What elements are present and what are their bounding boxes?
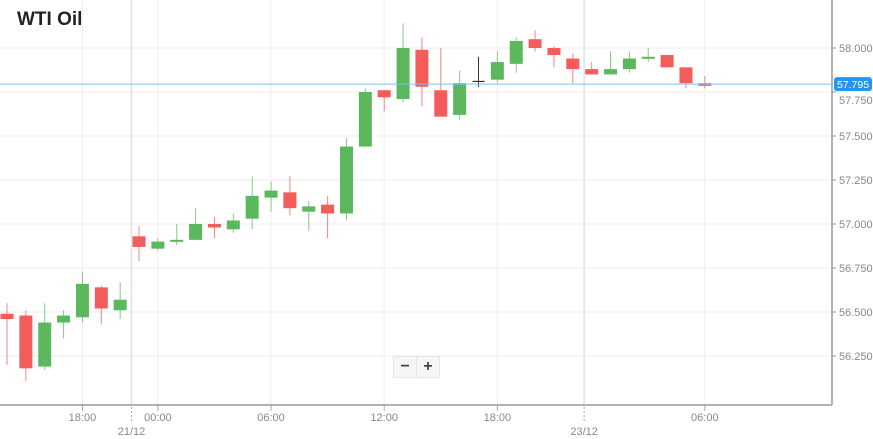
current-price-badge (834, 77, 872, 92)
candle (396, 23, 410, 103)
candle (245, 176, 259, 230)
candle-body (396, 48, 410, 100)
candle-body (339, 146, 353, 214)
candle-body (566, 58, 580, 70)
y-tick-label: 58.000 (839, 43, 873, 55)
candle-body (547, 48, 561, 56)
candle-body (528, 39, 542, 48)
candle-body (113, 299, 127, 311)
candle-body (660, 55, 674, 68)
x-tick-label: 06:00 (257, 412, 285, 424)
y-tick-label: 57.500 (839, 131, 873, 143)
candle (509, 37, 523, 73)
y-tick-label: 56.750 (839, 263, 873, 275)
y-tick-label: 57.750 (839, 95, 873, 107)
zoom-in-button[interactable]: + (416, 357, 439, 377)
candle-body (377, 90, 391, 98)
candle-body (19, 315, 33, 369)
candle (472, 56, 485, 87)
candle-body (189, 224, 203, 240)
candle (264, 181, 278, 212)
candle (528, 30, 542, 52)
candle (585, 62, 599, 75)
x-tick-label: 18:00 (69, 412, 97, 424)
candle-body (38, 322, 52, 367)
candle-body (415, 49, 429, 87)
candle (660, 55, 674, 68)
candle (57, 310, 71, 339)
candle (377, 90, 391, 112)
candle-body (94, 287, 108, 309)
candle (547, 46, 561, 68)
candle-body (321, 204, 335, 214)
candle (302, 201, 316, 232)
x-tick-label: 12:00 (370, 412, 398, 424)
candle-body (679, 67, 693, 84)
candle-body (585, 69, 599, 75)
candle-body (207, 224, 221, 228)
candle-body (434, 90, 448, 117)
y-tick-label: 56.500 (839, 307, 873, 319)
candle (453, 70, 467, 121)
candle (113, 282, 127, 320)
candle (132, 225, 146, 261)
x-tick-label: 00:00 (144, 412, 172, 424)
y-tick-label: 57.000 (839, 219, 873, 231)
candle (698, 76, 712, 89)
candle (170, 224, 184, 246)
candle (339, 137, 353, 221)
candle (641, 48, 655, 63)
candle (321, 195, 335, 239)
candle (566, 53, 580, 84)
candle-body (453, 83, 467, 115)
candle (75, 271, 89, 323)
candle (679, 67, 693, 89)
candle-body (302, 206, 316, 212)
chart-title: WTI Oil (17, 9, 83, 30)
candle (622, 51, 636, 73)
candle-body (170, 239, 184, 242)
candle-body (490, 62, 504, 80)
candle-body (151, 241, 165, 249)
candle-body (132, 236, 146, 247)
candle-body (226, 220, 240, 230)
x-tick-label: 18:00 (484, 412, 512, 424)
candle-body (641, 56, 655, 59)
candle-body (75, 283, 89, 318)
candle-body (622, 58, 636, 70)
candle-body (264, 190, 278, 198)
current-price-label: 57.795 (837, 79, 869, 91)
candle (94, 285, 108, 325)
candle (226, 213, 240, 233)
x-tick-label: 06:00 (691, 412, 719, 424)
date-label: 23/12 (570, 426, 598, 438)
candle (415, 37, 429, 107)
candle (358, 88, 372, 147)
candle (434, 48, 448, 117)
date-label: 21/12 (118, 426, 146, 438)
candle-body (0, 313, 14, 320)
candle (151, 238, 165, 251)
candle (604, 51, 618, 75)
candle-body (604, 69, 618, 75)
candle (38, 303, 52, 371)
zoom-out-button[interactable]: − (400, 358, 410, 375)
candle-body (245, 195, 259, 219)
candle (490, 51, 504, 84)
y-tick-label: 57.250 (839, 175, 873, 187)
candle-body (57, 315, 71, 323)
candle (207, 216, 221, 239)
zoom-controls: − + (393, 356, 440, 378)
candle (19, 310, 33, 381)
candle-body (283, 192, 297, 209)
candle (189, 208, 203, 240)
candle-body (358, 92, 372, 147)
candle (283, 176, 297, 216)
y-tick-label: 56.250 (839, 351, 873, 363)
candle-body (509, 40, 523, 64)
candle (0, 303, 14, 365)
